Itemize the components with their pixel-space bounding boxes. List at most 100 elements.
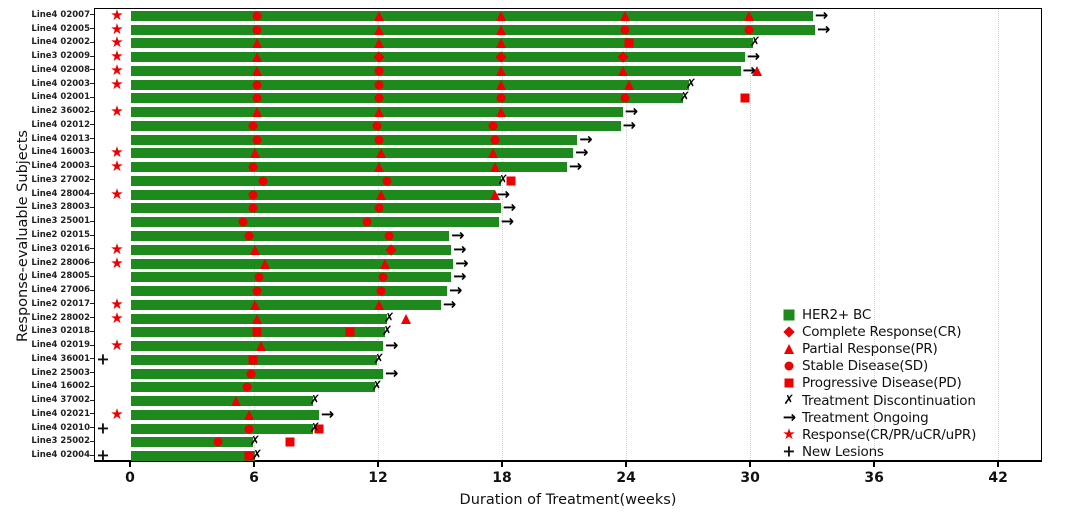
swimmer-bar bbox=[131, 409, 320, 420]
subject-label: Line4 02007 bbox=[31, 9, 90, 20]
x-tick bbox=[749, 462, 751, 467]
treatment-discontinuation-x-icon: ✗ bbox=[679, 90, 691, 106]
marker-triangle-icon bbox=[250, 148, 261, 159]
subject-label: Line4 28004 bbox=[31, 188, 90, 199]
swimmer-bar bbox=[131, 231, 450, 241]
swimmer-bar bbox=[131, 162, 568, 173]
marker-circle-icon bbox=[376, 286, 386, 296]
marker-triangle-icon bbox=[374, 299, 385, 310]
new-lesion-plus-icon: + bbox=[96, 445, 110, 465]
marker-triangle-icon bbox=[489, 189, 500, 200]
subject-label: Line4 02004 bbox=[31, 450, 90, 461]
response-star-icon: ★ bbox=[110, 47, 124, 66]
circle-icon bbox=[784, 361, 794, 371]
marker-circle-icon bbox=[488, 121, 498, 131]
swimmer-bar bbox=[131, 244, 452, 255]
y-tick bbox=[90, 303, 94, 305]
treatment-ongoing-arrow-icon: → bbox=[453, 239, 466, 259]
diamond-icon bbox=[783, 326, 795, 338]
x-tick-label: 18 bbox=[492, 470, 512, 486]
marker-triangle-icon bbox=[252, 107, 263, 118]
marker-square-icon bbox=[248, 355, 258, 365]
x-tick-label: 0 bbox=[125, 470, 135, 486]
subject-label: Line2 28006 bbox=[31, 257, 90, 268]
marker-circle-icon bbox=[213, 437, 223, 447]
subject-label: Line3 28003 bbox=[31, 202, 90, 213]
marker-circle-icon bbox=[362, 217, 372, 227]
marker-triangle-icon bbox=[252, 65, 263, 76]
response-star-icon: ★ bbox=[110, 184, 124, 203]
subject-label: Line4 36001 bbox=[31, 353, 90, 364]
marker-triangle-icon bbox=[376, 189, 387, 200]
legend-triangle-icon bbox=[780, 341, 798, 357]
marker-triangle-icon bbox=[256, 341, 267, 352]
marker-triangle-icon bbox=[374, 38, 385, 49]
subject-label: Line3 25001 bbox=[31, 216, 90, 227]
swimmer-bar bbox=[131, 148, 574, 159]
swimmer-bar bbox=[131, 396, 313, 407]
treatment-ongoing-arrow-icon: → bbox=[816, 19, 830, 39]
subject-label: Line3 25002 bbox=[31, 436, 90, 447]
marker-triangle-icon bbox=[495, 10, 506, 21]
y-tick bbox=[90, 427, 94, 429]
legend-item: Complete Response(CR) bbox=[780, 323, 976, 340]
y-tick bbox=[90, 234, 94, 236]
marker-square-icon bbox=[314, 424, 324, 434]
y-tick bbox=[90, 275, 94, 277]
legend-item: ★ Response(CR/PR/uCR/uPR) bbox=[780, 426, 976, 443]
legend: HER2+ BC Complete Response(CR) Partial Res… bbox=[780, 306, 976, 461]
x-tick bbox=[625, 462, 627, 467]
marker-triangle-icon bbox=[487, 148, 498, 159]
y-tick bbox=[90, 440, 94, 442]
swimmer-bar bbox=[131, 258, 454, 269]
marker-triangle-icon bbox=[243, 409, 254, 420]
star-icon: ★ bbox=[782, 425, 796, 444]
subject-label: Line3 02009 bbox=[31, 51, 90, 62]
y-tick bbox=[90, 193, 94, 195]
marker-triangle-icon bbox=[495, 107, 506, 118]
treatment-discontinuation-x-icon: ✗ bbox=[309, 393, 321, 409]
marker-circle-icon bbox=[252, 11, 262, 21]
swimmer-bar bbox=[131, 368, 384, 379]
subject-label: Line2 36002 bbox=[31, 106, 90, 117]
marker-circle-icon bbox=[374, 93, 384, 103]
treatment-discontinuation-x-icon: ✗ bbox=[381, 324, 393, 340]
marker-circle-icon bbox=[252, 286, 262, 296]
legend-label: HER2+ BC bbox=[802, 306, 872, 323]
marker-triangle-icon bbox=[260, 258, 271, 269]
marker-circle-icon bbox=[242, 382, 252, 392]
marker-square-icon bbox=[285, 437, 295, 447]
subject-label: Line4 02008 bbox=[31, 64, 90, 75]
x-tick bbox=[873, 462, 875, 467]
subject-label: Line4 28005 bbox=[31, 271, 90, 282]
response-star-icon: ★ bbox=[110, 253, 124, 272]
treatment-ongoing-arrow-icon: → bbox=[384, 335, 398, 355]
legend-circle-icon bbox=[780, 358, 798, 374]
swimmer-bar bbox=[131, 24, 816, 35]
swimmer-bar bbox=[131, 217, 499, 228]
y-tick bbox=[90, 83, 94, 85]
new-lesion-plus-icon: + bbox=[96, 418, 110, 438]
subject-label: Line2 25003 bbox=[31, 367, 90, 378]
subject-label: Line3 02016 bbox=[31, 243, 90, 254]
new-lesion-plus-icon: + bbox=[96, 349, 110, 369]
subject-label: Line2 02015 bbox=[31, 230, 90, 240]
y-tick bbox=[90, 69, 94, 71]
y-tick bbox=[90, 317, 94, 319]
treatment-discontinuation-x-icon: ✗ bbox=[383, 310, 395, 326]
marker-circle-icon bbox=[382, 176, 392, 186]
marker-triangle-icon bbox=[489, 162, 500, 173]
marker-circle-icon bbox=[252, 25, 262, 35]
marker-triangle-icon bbox=[374, 24, 385, 35]
marker-triangle-icon bbox=[620, 10, 630, 21]
x-axis-title: Duration of Treatment(weeks) bbox=[459, 492, 677, 508]
subject-label: Line4 27006 bbox=[31, 285, 90, 296]
legend-label: Treatment Ongoing bbox=[802, 409, 929, 426]
marker-circle-icon bbox=[248, 121, 258, 131]
marker-circle-icon bbox=[384, 231, 394, 241]
swimmer-bar bbox=[131, 437, 253, 448]
legend-item: → Treatment Ongoing bbox=[780, 409, 976, 426]
treatment-discontinuation-x-icon: ✗ bbox=[373, 352, 385, 368]
marker-circle-icon bbox=[244, 231, 254, 241]
x-tick bbox=[129, 462, 131, 467]
